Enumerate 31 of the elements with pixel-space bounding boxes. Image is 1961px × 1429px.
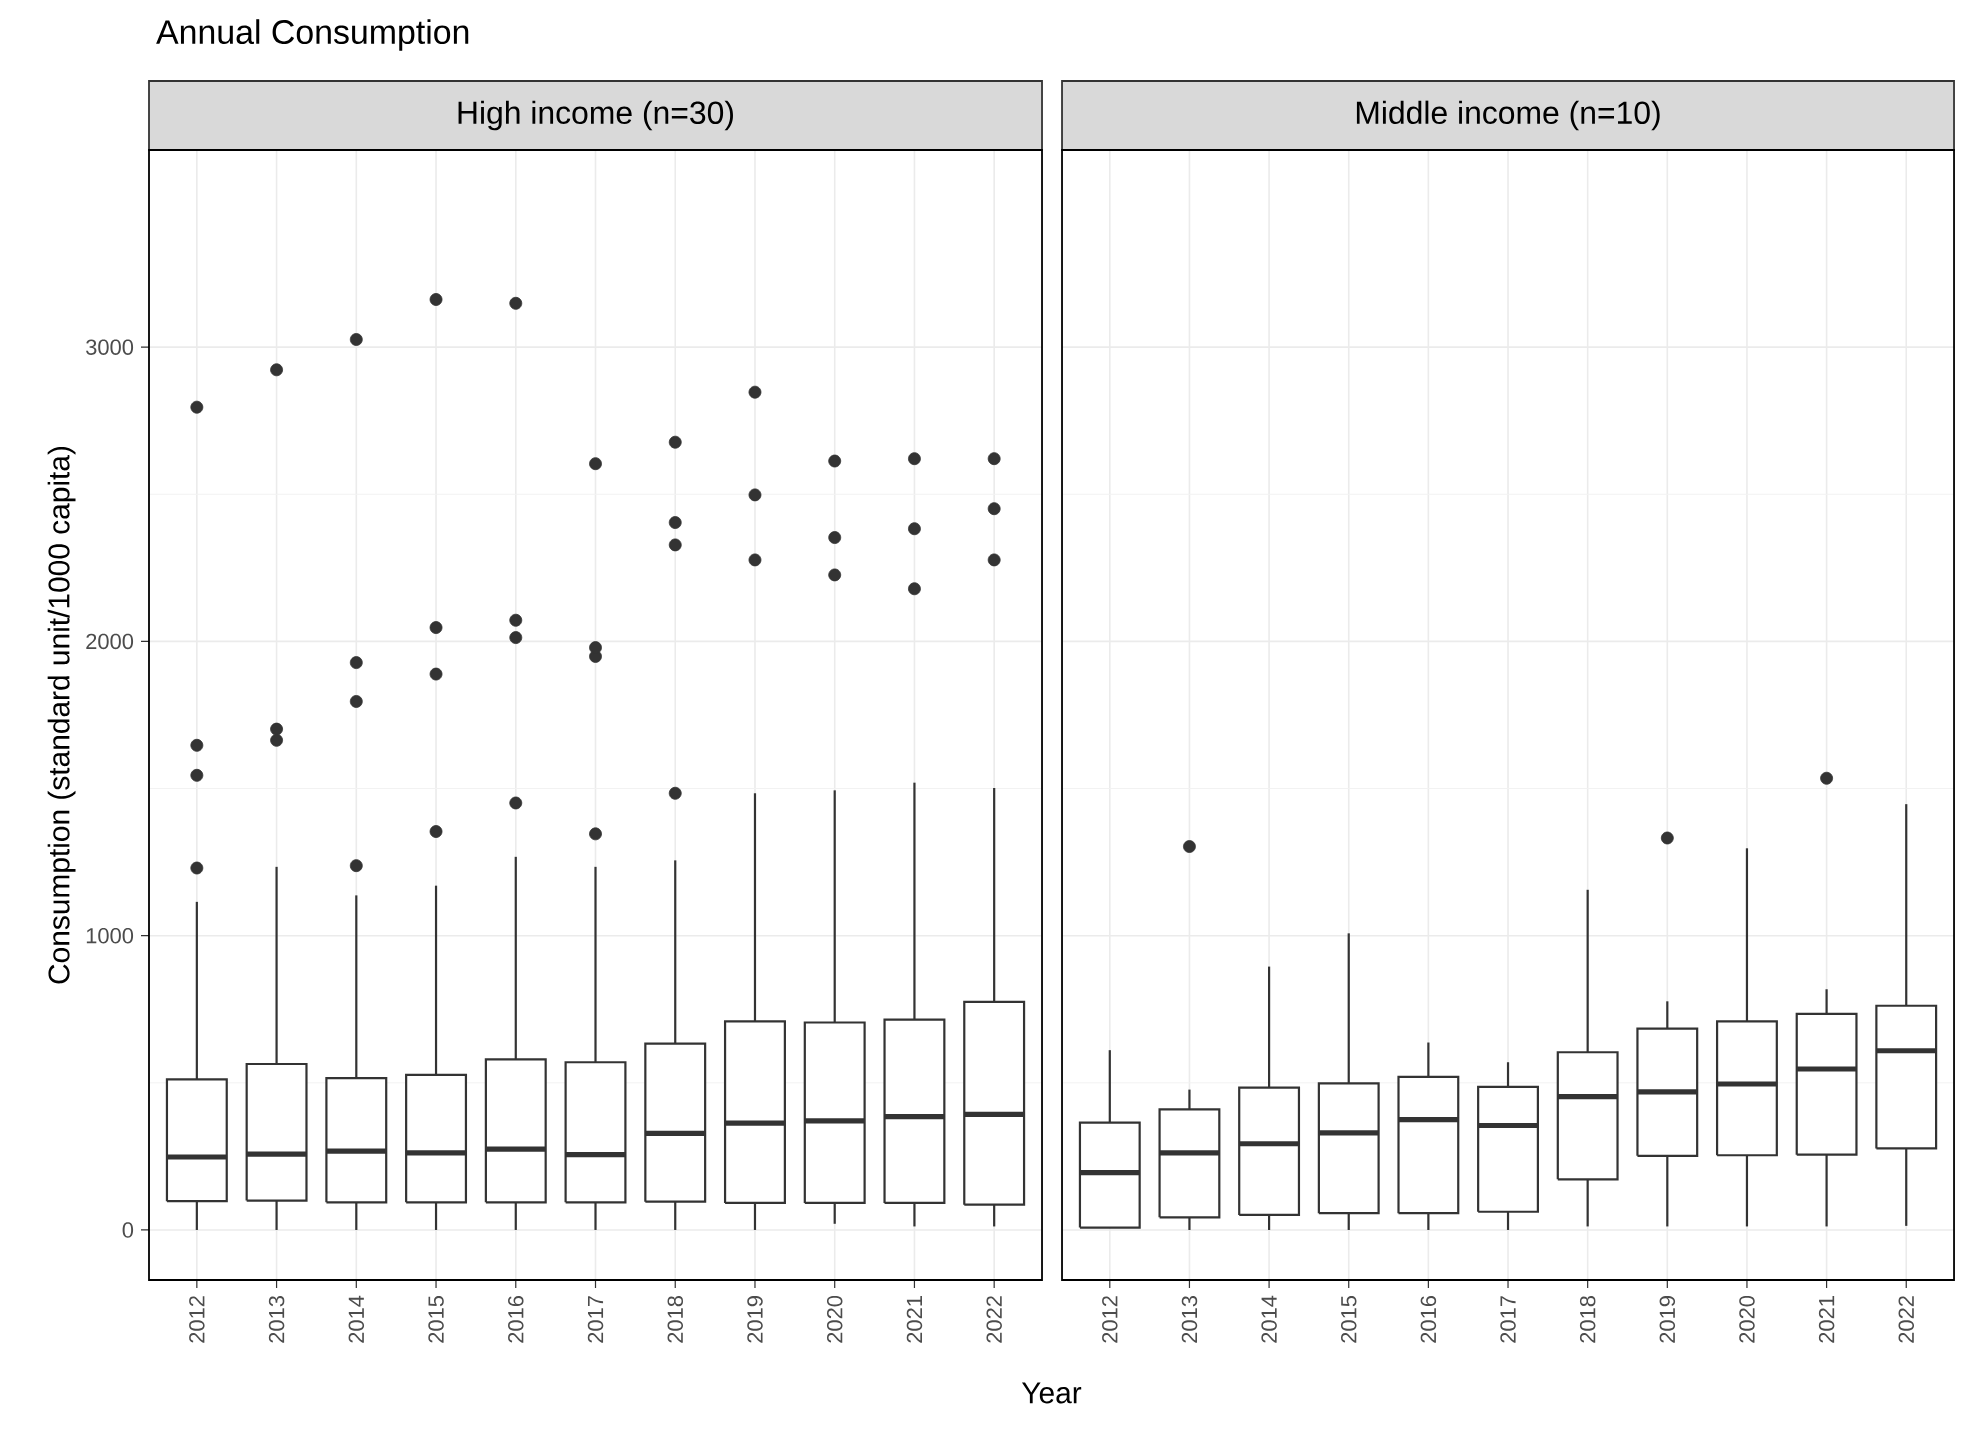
x-tick-label: 2022: [986, 1296, 1002, 1343]
x-tick-label: 2018: [1579, 1296, 1596, 1343]
y-tick-label: 0: [122, 1222, 134, 1238]
x-tick-label: 2020: [1739, 1295, 1755, 1343]
x-tick-label: 2019: [1659, 1296, 1676, 1343]
chart-subtitle: Middle income (n=10): [1356, 100, 1660, 131]
x-tick-label: 2012: [189, 1296, 205, 1343]
x-tick-label: 2015: [428, 1295, 444, 1343]
x-tick-label: 2021: [1818, 1296, 1835, 1343]
x-tick-label: 2021: [906, 1296, 923, 1343]
x-tick-label: 2015: [1341, 1295, 1357, 1343]
x-axis-title: Year: [1021, 1382, 1082, 1404]
x-tick-label: 2020: [826, 1295, 843, 1343]
x-tick-label: 2014: [348, 1295, 365, 1343]
x-tick-label: 2013: [1181, 1296, 1198, 1343]
chart-title: Annual Consumption: [156, 19, 469, 51]
x-tick-label: 2016: [508, 1296, 524, 1343]
x-tick-label: 2017: [587, 1296, 604, 1343]
x-tick-label: 2013: [268, 1296, 285, 1343]
y-tick-label: 2000: [86, 633, 134, 650]
x-tick-label: 2017: [1500, 1296, 1516, 1343]
y-tick-label: 1000: [86, 927, 134, 944]
y-axis-title: Consumption (standard unit/1000 capita): [47, 446, 76, 984]
y-tick-label: 3000: [86, 339, 134, 355]
x-tick-label: 2012: [1102, 1296, 1118, 1343]
x-tick-label: 2022: [1898, 1296, 1914, 1343]
x-tick-label: 2014: [1261, 1295, 1277, 1343]
x-tick-label: 2018: [667, 1296, 683, 1343]
x-tick-label: 2016: [1420, 1296, 1437, 1343]
chart-subtitle: High income (n=30): [458, 100, 733, 131]
x-tick-label: 2019: [747, 1296, 763, 1343]
